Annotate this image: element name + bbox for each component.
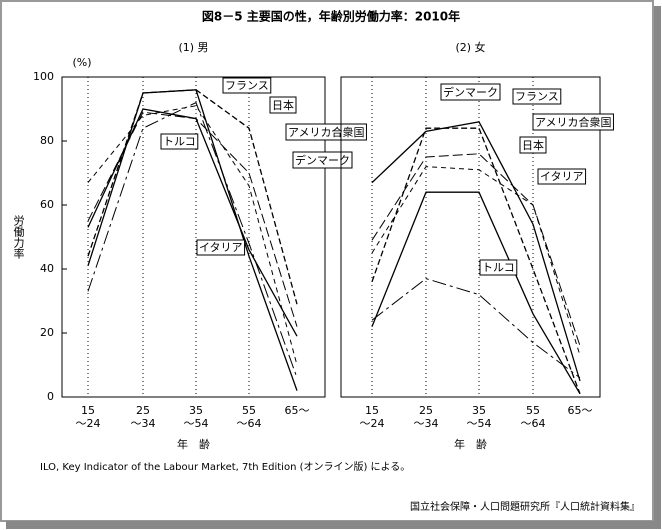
y-tick-label: 80 xyxy=(40,134,54,147)
label-box xyxy=(537,168,587,185)
series-label: イタリア xyxy=(199,241,243,254)
line xyxy=(87,89,298,305)
x-tick-label: 35 xyxy=(189,404,203,417)
x-tick-label: 55 xyxy=(526,404,540,417)
label-box xyxy=(196,239,246,256)
series-label: アメリカ合衆国 xyxy=(288,125,364,139)
panel-title: (2) 女 xyxy=(455,40,485,54)
y-tick-label: 40 xyxy=(40,262,54,275)
series-label: トルコ xyxy=(163,135,196,148)
title: 図8－5 主要国の性，年齢別労働力率：2010年 xyxy=(202,9,460,24)
x-tick-label: 25 xyxy=(419,404,433,417)
x-tick-label: 25 xyxy=(136,404,150,417)
series-label: フランス xyxy=(515,90,559,103)
x-tick-label: 65～ xyxy=(285,404,310,417)
panel-title: (1) 男 xyxy=(178,41,208,54)
x-tick-label: ～34 xyxy=(414,417,439,430)
shadow xyxy=(6,521,661,529)
label-box xyxy=(512,88,562,105)
x-tick-label: ～24 xyxy=(360,417,385,430)
series-label: デンマーク xyxy=(443,85,498,99)
line xyxy=(87,101,298,378)
label-box xyxy=(269,96,297,114)
series-label: トルコ xyxy=(482,261,515,274)
label-box xyxy=(285,123,367,141)
x-tick-label: ～64 xyxy=(521,417,546,430)
x-tick-label: ～24 xyxy=(76,417,101,430)
x-tick-label: 55 xyxy=(242,404,256,417)
series-label: デンマーク xyxy=(295,153,350,167)
x-label: 年 齢 xyxy=(454,437,487,451)
y-tick-label: 0 xyxy=(47,390,54,403)
x-label: 年 齢 xyxy=(177,437,210,451)
label-box xyxy=(292,151,353,169)
line xyxy=(371,278,581,379)
label-box xyxy=(222,77,272,94)
label-box xyxy=(532,113,614,131)
y-unit: (%) xyxy=(72,56,91,69)
y-tick-label: 60 xyxy=(40,198,54,211)
label-box xyxy=(160,133,199,150)
label-box xyxy=(440,83,501,101)
y-label: 労働力率 xyxy=(12,214,25,260)
plot-frame xyxy=(61,76,326,398)
x-tick-label: ～54 xyxy=(467,417,492,430)
y-tick-label: 100 xyxy=(33,70,54,83)
x-tick-label: ～54 xyxy=(184,417,209,430)
label-box xyxy=(479,259,518,276)
y-tick-label: 20 xyxy=(40,326,54,339)
line xyxy=(371,121,581,382)
series-label: フランス xyxy=(225,79,269,92)
series-label: アメリカ合衆国 xyxy=(535,115,611,129)
x-tick-label: ～34 xyxy=(131,417,156,430)
line xyxy=(87,108,298,337)
source-note: ILO, Key Indicator of the Labour Market,… xyxy=(40,460,410,473)
label-box xyxy=(519,136,547,154)
x-tick-label: 65～ xyxy=(568,404,593,417)
line xyxy=(371,127,581,395)
shadow xyxy=(654,6,661,528)
publisher: 国立社会保障・人口問題研究所『人口統計資料集』 xyxy=(410,500,640,513)
series-label: 日本 xyxy=(272,98,294,112)
x-tick-label: ～64 xyxy=(237,417,262,430)
x-tick-label: 15 xyxy=(365,404,379,417)
line xyxy=(371,191,581,395)
line xyxy=(371,166,581,356)
plot-frame xyxy=(340,76,601,398)
series-label: イタリア xyxy=(540,170,584,183)
x-tick-label: 35 xyxy=(472,404,486,417)
line xyxy=(87,105,298,366)
series-label: 日本 xyxy=(522,138,544,152)
x-tick-label: 15 xyxy=(81,404,95,417)
frame xyxy=(0,0,654,522)
